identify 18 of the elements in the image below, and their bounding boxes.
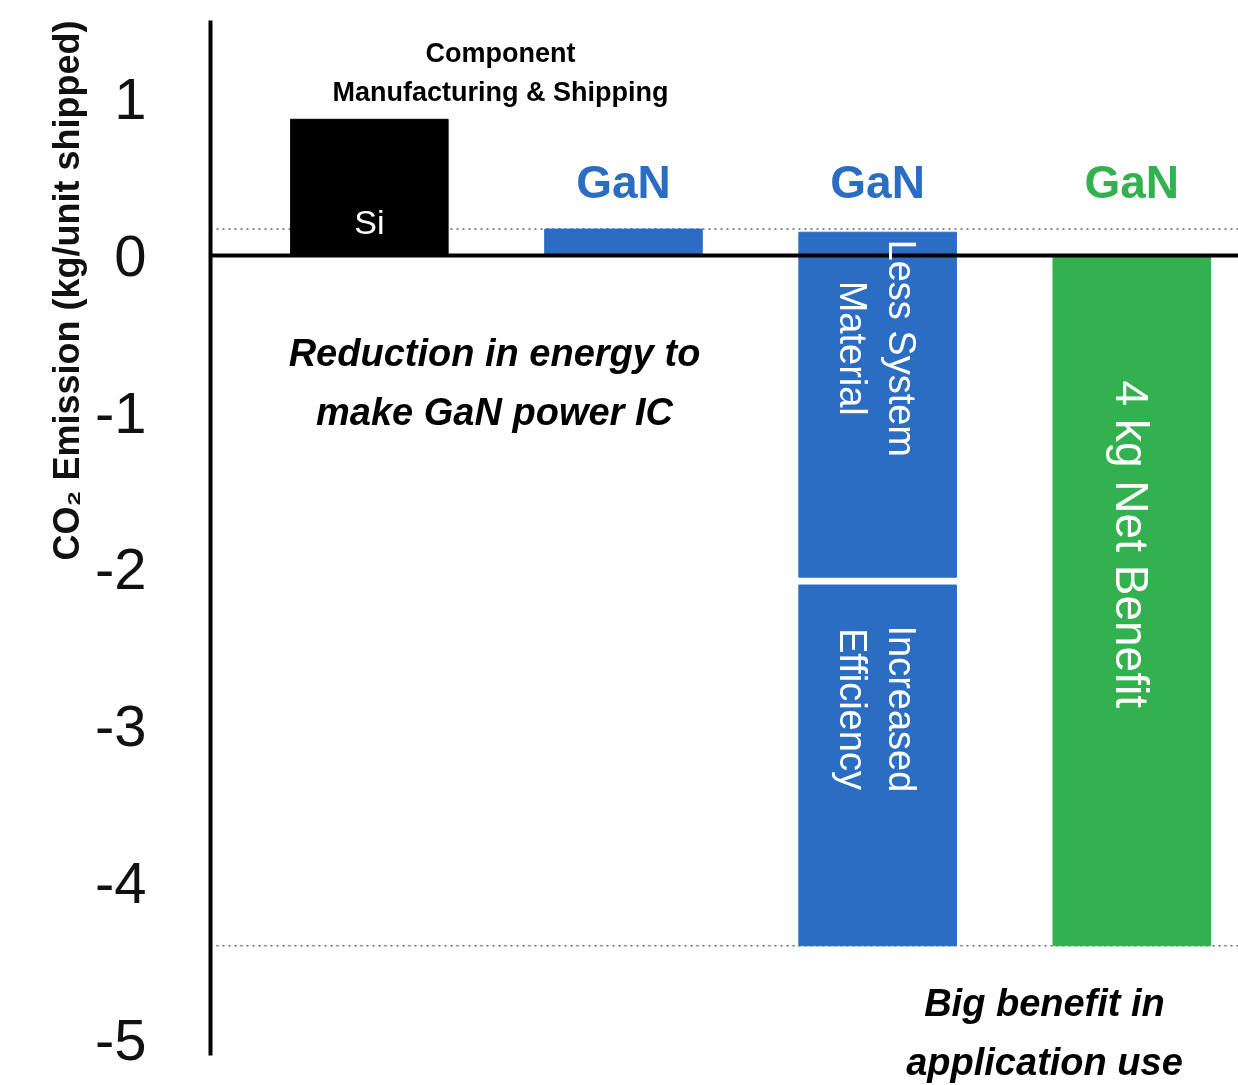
annotation: Reduction in energy to make GaN power IC xyxy=(288,332,701,433)
annotation: Component Manufacturing & Shipping xyxy=(332,38,669,107)
x-tick-label: GaN xyxy=(1084,155,1180,208)
series-label: 4 kg Net Benefit xyxy=(1105,380,1158,709)
y-tick-label: -4 xyxy=(94,850,147,915)
y-axis-title: CO₂ Emission (kg/unit shipped) xyxy=(45,20,87,561)
y-tick-label: -1 xyxy=(94,379,147,445)
y-tick-label: -2 xyxy=(94,536,147,602)
y-tick-label: -5 xyxy=(94,1006,147,1072)
series-label: Less System Material xyxy=(832,239,923,458)
x-tick-label: GaN xyxy=(576,155,671,208)
y-tick-label: -3 xyxy=(94,693,147,759)
y-tick-label: 0 xyxy=(114,222,147,288)
series-label: Si xyxy=(354,202,385,241)
annotation: Big benefit in application use xyxy=(906,982,1183,1083)
series-label: Increased Efficiency xyxy=(832,625,923,793)
x-tick-label: GaN xyxy=(830,155,925,208)
y-tick-label: 1 xyxy=(114,65,147,131)
